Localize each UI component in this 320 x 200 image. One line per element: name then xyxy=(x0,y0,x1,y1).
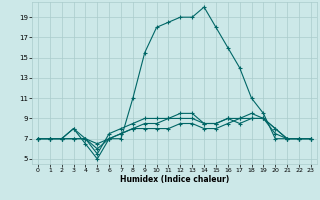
X-axis label: Humidex (Indice chaleur): Humidex (Indice chaleur) xyxy=(120,175,229,184)
